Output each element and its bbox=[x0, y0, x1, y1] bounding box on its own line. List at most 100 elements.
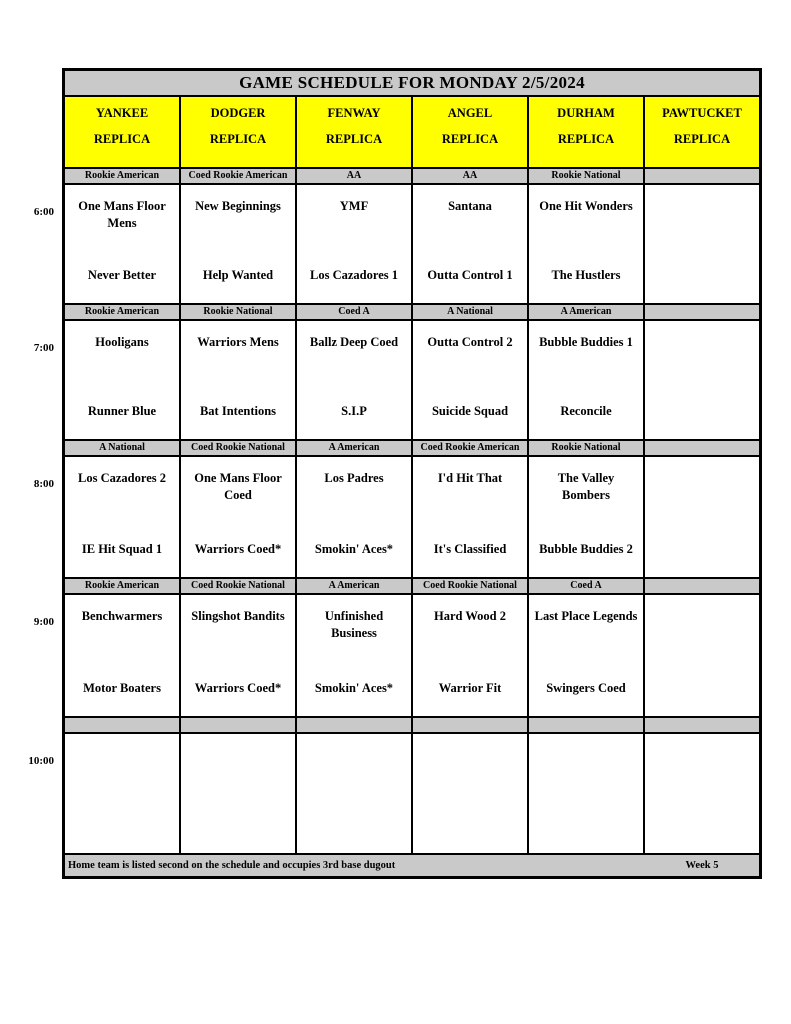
field-type: REPLICA bbox=[441, 132, 499, 146]
division-cell: A American bbox=[297, 441, 411, 455]
game-cell: Last Place Legends Swingers Coed bbox=[529, 595, 643, 716]
division-cell: Coed A bbox=[297, 305, 411, 319]
game-cell bbox=[645, 734, 759, 853]
game-cell bbox=[645, 457, 759, 577]
field-name: FENWAY bbox=[327, 106, 381, 120]
footer-bar: Home team is listed second on the schedu… bbox=[65, 855, 759, 876]
game-cell bbox=[645, 595, 759, 716]
field-name: YANKEE bbox=[95, 106, 149, 120]
division-cell: Coed Rookie American bbox=[413, 441, 527, 455]
division-cell: Rookie National bbox=[529, 441, 643, 455]
field-header-durham: DURHAM REPLICA bbox=[529, 97, 643, 167]
division-cell: A National bbox=[413, 305, 527, 319]
division-cell bbox=[297, 718, 411, 732]
away-team: Hard Wood 2 bbox=[433, 609, 506, 623]
home-team: Runner Blue bbox=[87, 404, 157, 418]
home-team: Warriors Coed* bbox=[194, 542, 282, 556]
division-cell: A American bbox=[297, 579, 411, 593]
home-team: Smokin' Aces* bbox=[314, 681, 394, 695]
division-cell: Coed A bbox=[529, 579, 643, 593]
home-team: Smokin' Aces* bbox=[314, 542, 394, 556]
away-team: Los Padres bbox=[324, 471, 384, 485]
game-cell bbox=[65, 734, 179, 853]
game-cell: Santana Outta Control 1 bbox=[413, 185, 527, 303]
home-team: S.I.P bbox=[341, 404, 367, 418]
home-team: Never Better bbox=[87, 268, 157, 282]
home-team: Reconcile bbox=[560, 404, 612, 418]
game-cell: One Hit Wonders The Hustlers bbox=[529, 185, 643, 303]
division-cell bbox=[645, 305, 759, 319]
away-team: Los Cazadores 2 bbox=[78, 471, 166, 485]
game-cell: Bubble Buddies 1 Reconcile bbox=[529, 321, 643, 439]
away-team: Ballz Deep Coed bbox=[309, 335, 399, 349]
division-cell: Rookie National bbox=[181, 305, 295, 319]
game-cell: Los Cazadores 2 IE Hit Squad 1 bbox=[65, 457, 179, 577]
field-header-dodger: DODGER REPLICA bbox=[181, 97, 295, 167]
game-cell bbox=[413, 734, 527, 853]
division-cell: Rookie American bbox=[65, 169, 179, 183]
page-title: GAME SCHEDULE FOR MONDAY 2/5/2024 bbox=[65, 71, 759, 95]
field-name: ANGEL bbox=[447, 106, 493, 120]
field-name: DODGER bbox=[210, 106, 266, 120]
home-team: Warrior Fit bbox=[438, 681, 502, 695]
division-cell bbox=[645, 718, 759, 732]
division-cell: AA bbox=[297, 169, 411, 183]
home-team: Help Wanted bbox=[202, 268, 274, 282]
home-team: Warriors Coed* bbox=[194, 681, 282, 695]
field-header-fenway: FENWAY REPLICA bbox=[297, 97, 411, 167]
division-cell: Coed Rookie American bbox=[181, 169, 295, 183]
game-cell: Slingshot Bandits Warriors Coed* bbox=[181, 595, 295, 716]
away-team: Bubble Buddies 1 bbox=[539, 335, 633, 349]
game-cell: Outta Control 2 Suicide Squad bbox=[413, 321, 527, 439]
field-type: REPLICA bbox=[209, 132, 267, 146]
away-team: Santana bbox=[448, 199, 492, 213]
away-team: Unfinished Business bbox=[324, 609, 384, 640]
away-team: Warriors Mens bbox=[197, 335, 279, 349]
time-label-700: 7:00 bbox=[33, 342, 54, 354]
week-label: Week 5 bbox=[685, 860, 719, 871]
away-team: Last Place Legends bbox=[534, 609, 638, 623]
game-cell bbox=[297, 734, 411, 853]
home-team: Los Cazadores 1 bbox=[310, 268, 398, 282]
field-header-angel: ANGEL REPLICA bbox=[413, 97, 527, 167]
away-team: One Hit Wonders bbox=[539, 199, 633, 213]
division-cell bbox=[65, 718, 179, 732]
time-label-800: 8:00 bbox=[33, 478, 54, 490]
game-cell: Benchwarmers Motor Boaters bbox=[65, 595, 179, 716]
game-cell: Los Padres Smokin' Aces* bbox=[297, 457, 411, 577]
division-cell bbox=[645, 579, 759, 593]
game-cell bbox=[645, 185, 759, 303]
game-cell: Warriors Mens Bat Intentions bbox=[181, 321, 295, 439]
game-cell: YMF Los Cazadores 1 bbox=[297, 185, 411, 303]
division-cell: Coed Rookie National bbox=[181, 579, 295, 593]
field-name: PAWTUCKET bbox=[662, 106, 742, 120]
game-cell: The Valley Bombers Bubble Buddies 2 bbox=[529, 457, 643, 577]
division-cell: A National bbox=[65, 441, 179, 455]
home-team: IE Hit Squad 1 bbox=[81, 542, 163, 556]
time-label-900: 9:00 bbox=[33, 616, 54, 628]
field-type: REPLICA bbox=[325, 132, 383, 146]
away-team: One Mans Floor Mens bbox=[78, 199, 166, 230]
game-cell bbox=[645, 321, 759, 439]
division-cell: Coed Rookie National bbox=[413, 579, 527, 593]
game-cell bbox=[529, 734, 643, 853]
away-team: Outta Control 2 bbox=[427, 335, 513, 349]
division-cell: Rookie American bbox=[65, 579, 179, 593]
home-team: Bat Intentions bbox=[199, 404, 277, 418]
home-team: Outta Control 1 bbox=[427, 268, 513, 282]
division-cell: Rookie National bbox=[529, 169, 643, 183]
away-team: I'd Hit That bbox=[437, 471, 503, 485]
game-cell: Unfinished Business Smokin' Aces* bbox=[297, 595, 411, 716]
game-cell bbox=[181, 734, 295, 853]
field-type: REPLICA bbox=[673, 132, 731, 146]
game-cell: Ballz Deep Coed S.I.P bbox=[297, 321, 411, 439]
game-cell: New Beginnings Help Wanted bbox=[181, 185, 295, 303]
home-team: Suicide Squad bbox=[431, 404, 509, 418]
game-cell: Hard Wood 2 Warrior Fit bbox=[413, 595, 527, 716]
division-cell bbox=[181, 718, 295, 732]
away-team: One Mans Floor Coed bbox=[194, 471, 282, 502]
field-header-pawtucket: PAWTUCKET REPLICA bbox=[645, 97, 759, 167]
division-cell: Rookie American bbox=[65, 305, 179, 319]
division-cell: AA bbox=[413, 169, 527, 183]
